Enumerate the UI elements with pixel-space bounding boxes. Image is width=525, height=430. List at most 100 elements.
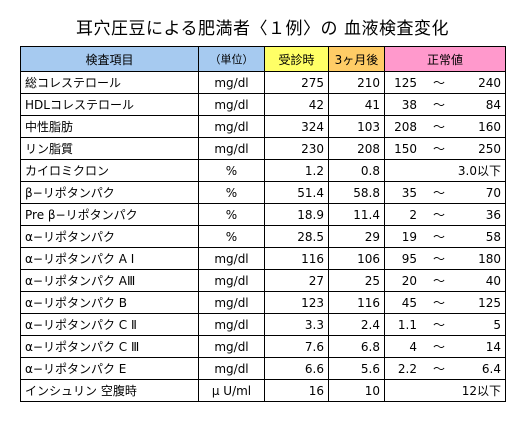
normal-range-cell: 95 ～ 180 [384,247,506,270]
normal-range: 20 ～ 40 [389,272,501,289]
normal-range-separator: ～ [432,98,445,112]
at-visit-value-cell: 1.2 [264,159,329,182]
test-item-cell: Pre β−リポタンパク [20,203,199,226]
normal-range-cell: 2 ～ 36 [384,203,506,226]
after-3-months-value-cell: 29 [328,225,385,248]
normal-range-high: 6.4 [481,361,501,376]
at-visit-value-cell: 18.9 [264,203,329,226]
normal-range-separator: ～ [432,208,445,222]
test-item-cell: α−リポタンパク C Ⅱ [20,313,199,336]
after-3-months-value-cell: 2.4 [328,313,385,336]
normal-range-high: 58 [485,229,501,244]
after-3-months-value-cell: 5.6 [328,357,385,380]
normal-range-cell: 2.2 ～ 6.4 [384,357,506,380]
normal-range-low: 95 [401,251,417,266]
table-row: 総コレステロール mg/dl 275 210 125 ～ 240 [20,71,506,94]
at-visit-value-cell: 3.3 [264,313,329,336]
at-visit-value-cell: 123 [264,291,329,314]
test-item-cell: リン脂質 [20,137,199,160]
normal-range-high: 5 [493,317,501,332]
normal-range: 150 ～ 250 [389,140,501,157]
normal-range-low: 20 [401,273,417,288]
normal-range-low: 1.1 [397,317,417,332]
normal-range-low: 38 [401,97,417,112]
unit-cell: mg/dl [198,137,265,160]
at-visit-value-cell: 7.6 [264,335,329,358]
normal-range-low: 208 [394,119,417,134]
normal-range-separator: ～ [432,120,445,134]
normal-range: 45 ～ 125 [389,294,501,311]
after-3-months-value-cell: 106 [328,247,385,270]
normal-range: 2.2 ～ 6.4 [389,360,501,377]
normal-range: 19 ～ 58 [389,228,501,245]
unit-cell: mg/dl [198,247,265,270]
unit-cell: μ U/ml [198,379,265,402]
normal-range-low: 35 [401,185,417,200]
unit-cell: mg/dl [198,357,265,380]
normal-range-cell: 125 ～ 240 [384,71,506,94]
normal-range-separator: ～ [432,296,445,310]
unit-cell: mg/dl [198,115,265,138]
normal-range-separator: ～ [432,252,445,266]
normal-range-low: 125 [394,75,417,90]
at-visit-value-cell: 275 [264,71,329,94]
normal-range: 95 ～ 180 [389,250,501,267]
normal-range-cell: 12以下 [384,379,506,402]
unit-cell: % [198,159,265,182]
after-3-months-value-cell: 11.4 [328,203,385,226]
normal-range-cell: 150 ～ 250 [384,137,506,160]
test-item-cell: α−リポタンパク C Ⅲ [20,335,199,358]
test-item-cell: α−リポタンパク [20,225,199,248]
test-item-cell: 中性脂肪 [20,115,199,138]
at-visit-value-cell: 28.5 [264,225,329,248]
test-item-cell: β−リポタンパク [20,181,199,204]
test-item-cell: インシュリン 空腹時 [20,379,199,402]
table-body: 総コレステロール mg/dl 275 210 125 ～ 240 HDLコレステロール mg/d… [20,71,506,402]
normal-range-cell: 3.0以下 [384,159,506,182]
test-item-cell: α−リポタンパク AⅢ [20,269,199,292]
normal-range-separator: ～ [432,186,445,200]
table-row: 中性脂肪 mg/dl 324 103 208 ～ 160 [20,115,506,138]
normal-range-cell: 38 ～ 84 [384,93,506,116]
table-row: カイロミクロン% 1.2 0.8 3.0以下 [20,159,506,182]
test-item-cell: α−リポタンパク E [20,357,199,380]
header-normal-range: 正常値 [384,46,506,72]
normal-range-low: 150 [394,141,417,156]
unit-cell: mg/dl [198,291,265,314]
normal-range-separator: ～ [432,76,445,90]
normal-range-low: 2 [409,207,417,222]
normal-range-high: 40 [485,273,501,288]
after-3-months-value-cell: 41 [328,93,385,116]
table-header-row: 検査項目 （単位） 受診時 3ヶ月後 正常値 [20,46,506,72]
test-item-cell: α−リポタンパク A Ⅰ [20,247,199,270]
normal-range-high: 240 [478,75,501,90]
normal-range-high: 250 [478,141,501,156]
test-item-cell: HDLコレステロール [20,93,199,116]
normal-range-cell: 19 ～ 58 [384,225,506,248]
normal-range-cell: 1.1 ～ 5 [384,313,506,336]
normal-range-high: 70 [485,185,501,200]
after-3-months-value-cell: 103 [328,115,385,138]
table-row: インシュリン 空腹時 μ U/ml 16 10 12以下 [20,379,506,402]
at-visit-value-cell: 6.6 [264,357,329,380]
page-title: 耳穴圧豆による肥満者〈１例〉の 血液検査変化 [76,19,449,39]
after-3-months-value-cell: 58.8 [328,181,385,204]
normal-range: 38 ～ 84 [389,96,501,113]
table-row: Pre β−リポタンパク% 18.9 11.4 2 ～ 36 [20,203,506,226]
normal-range-high: 160 [478,119,501,134]
at-visit-value-cell: 51.4 [264,181,329,204]
after-3-months-value-cell: 10 [328,379,385,402]
normal-range-high: 84 [485,97,501,112]
normal-range-separator: ～ [432,142,445,156]
test-item-cell: α−リポタンパク B [20,291,199,314]
after-3-months-value-cell: 0.8 [328,159,385,182]
normal-range-high: 36 [485,207,501,222]
after-3-months-value-cell: 208 [328,137,385,160]
normal-range-low: 19 [401,229,417,244]
normal-range: 125 ～ 240 [389,74,501,91]
normal-range-low: 2.2 [397,361,417,376]
unit-cell: mg/dl [198,313,265,336]
unit-cell: % [198,181,265,204]
